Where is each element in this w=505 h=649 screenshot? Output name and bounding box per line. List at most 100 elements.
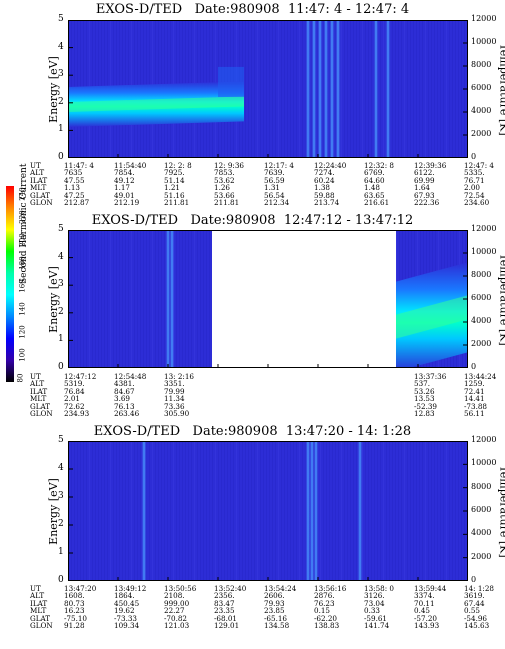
- orbit-cell: 14: 1:28: [464, 584, 494, 593]
- orbit-row: MLT 1.13 1.17 1.21 1.26 1.31 1.38 1.48 1.64 2.00: [30, 183, 490, 193]
- orbit-row-label: GLAT: [30, 613, 51, 623]
- chart-title: EXOS-D/TED Date:980908 13:47:20 - 14: 1:…: [93, 424, 412, 439]
- orbit-row: ALT 1608. 1864. 2108. 2356. 2606. 2876. 3126. 33…: [30, 591, 490, 601]
- orbit-row: GLON 212.87 212.19 211.81 211.81 212.34 213.74…: [30, 197, 490, 207]
- y2-tick-label: 6000: [471, 83, 492, 92]
- orbit-row-label: ALT: [30, 168, 45, 178]
- orbit-cell: 51.16: [164, 190, 185, 200]
- orbit-cell: 450.45: [114, 598, 140, 608]
- orbit-cell: 72.41: [464, 386, 485, 396]
- orbit-cell: 72.54: [464, 190, 485, 200]
- orbit-row: GLON 91.28 109.34 121.03 129.01 134.58 138.83 1…: [30, 620, 490, 630]
- orbit-cell: 0.15: [314, 606, 331, 616]
- y-tick-label: 4: [58, 251, 64, 262]
- orbit-cell: 56.11: [464, 408, 485, 418]
- orbit-row: ILAT 47.55 49.12 51.14 53.62 56.59 60.24 64.60 6…: [30, 175, 490, 185]
- spike-streak: [169, 230, 175, 368]
- y2-tick-label: 12000: [471, 435, 497, 444]
- y2-tick-label: 8000: [471, 60, 492, 69]
- orbit-cell: 80.73: [64, 598, 85, 608]
- orbit-row-label: GLON: [30, 620, 53, 630]
- orbit-cell: 216.61: [364, 197, 390, 207]
- orbit-cell: 7274.: [314, 168, 335, 178]
- spike-streak: [309, 441, 315, 581]
- orbit-cell: 12: 2: 8: [164, 161, 192, 170]
- orbit-cell: 3374.: [414, 591, 435, 601]
- orbit-cell: 2606.: [264, 591, 285, 601]
- orbit-row: GLON 234.93 263.46 305.90 12.83 56.11: [30, 408, 490, 418]
- y2-tick-label: 2000: [471, 339, 492, 348]
- orbit-cell: 13:52:40: [214, 584, 247, 593]
- spike-streak: [329, 20, 335, 158]
- orbit-cell: 13:44:24: [464, 372, 497, 381]
- orbit-cell: 2.00: [464, 183, 481, 193]
- spike-streak: [373, 20, 379, 158]
- orbit-cell: 1608.: [64, 591, 85, 601]
- y-tick-label: 3: [58, 491, 64, 501]
- orbit-cell: 22.27: [164, 606, 185, 616]
- orbit-cell: 12:32: 8: [364, 161, 394, 170]
- spike-streak: [305, 441, 311, 581]
- orbit-cell: 64.60: [364, 175, 385, 185]
- y2-tick-label: 0: [471, 152, 477, 161]
- y-tick-label: 0: [58, 152, 64, 162]
- y-tick-label: 5: [58, 224, 64, 234]
- orbit-row: ALT 5319. 4381. 3351. 537. 1259.: [30, 379, 490, 389]
- spike-streak: [313, 441, 319, 581]
- orbit-cell: 11:54:40: [114, 161, 147, 170]
- orbit-row: GLAT -75.10 -73.33 -70.82 -68.01 -65.16 -62.20…: [30, 613, 490, 623]
- orbit-cell: 13:58: 0: [364, 584, 394, 593]
- orbit-cell: -70.82: [164, 613, 188, 623]
- orbit-cell: -73.33: [114, 613, 138, 623]
- y2-tick-label: 8000: [471, 481, 492, 491]
- intensity-band-core: [68, 96, 244, 112]
- spectrogram-plot: [68, 230, 468, 368]
- orbit-row-label: GLON: [30, 197, 53, 207]
- orbit-cell: 1.13: [64, 183, 81, 193]
- y2-tick-label: 12000: [471, 14, 497, 23]
- orbit-cell: 7854.: [114, 168, 135, 178]
- orbit-params-table: UT 11:47: 4 11:54:40 12: 2: 8 12: 9:36 12:17:…: [30, 161, 494, 207]
- orbit-cell: 91.28: [64, 620, 85, 630]
- y-tick-label: 2: [58, 96, 64, 107]
- orbit-row: GLAT 47.25 49.01 51.16 53.66 56.54 59.88 63.65 6…: [30, 190, 490, 200]
- y2-tick-label: 12000: [471, 224, 497, 233]
- orbit-cell: 13:50:56: [164, 584, 197, 593]
- orbit-cell: 12: 9:36: [214, 161, 244, 170]
- orbit-cell: 76.13: [114, 401, 135, 411]
- orbit-cell: 129.01: [214, 620, 240, 630]
- orbit-cell: 5319.: [64, 379, 85, 389]
- orbit-cell: 1864.: [114, 591, 135, 601]
- orbit-cell: 0.55: [464, 606, 481, 616]
- orbit-cell: 7925.: [164, 168, 185, 178]
- y2-tick-label: 8000: [471, 270, 492, 279]
- orbit-cell: 141.74: [364, 620, 390, 630]
- orbit-cell: 212.19: [114, 197, 140, 207]
- y-tick-label: 1: [58, 124, 64, 135]
- y2-axis-label: Temperature [K]: [497, 43, 505, 136]
- orbit-cell: 73.04: [364, 598, 385, 608]
- orbit-cell: 143.93: [414, 620, 440, 630]
- y2-tick-label: 4000: [471, 316, 492, 325]
- spike-streak: [311, 20, 317, 158]
- orbit-cell: 83.47: [214, 598, 235, 608]
- orbit-row-label: ALT: [30, 379, 45, 389]
- orbit-cell: 211.81: [164, 197, 190, 207]
- orbit-cell: 1.17: [114, 183, 131, 193]
- orbit-cell: 70.11: [414, 598, 435, 608]
- y-tick-label: 2: [58, 519, 64, 529]
- orbit-params-table: UT 13:47:20 13:49:12 13:50:56 13:52:40 13:54:…: [30, 584, 494, 630]
- orbit-cell: 12:24:40: [314, 161, 347, 170]
- orbit-row-label: GLAT: [30, 190, 51, 200]
- orbit-cell: 13:54:24: [264, 584, 297, 593]
- y-tick-label: 5: [58, 14, 64, 24]
- orbit-cell: 3.69: [114, 394, 131, 404]
- orbit-row-label: MLT: [30, 394, 47, 404]
- chart-title: EXOS-D/TED Date:980908 11:47: 4 - 12:47:…: [95, 2, 410, 17]
- y-tick-label: 3: [58, 279, 64, 290]
- orbit-cell: 12:17: 4: [264, 161, 294, 170]
- orbit-cell: 76.71: [464, 175, 485, 185]
- orbit-cell: 2108.: [164, 591, 185, 601]
- orbit-cell: 6769.: [364, 168, 385, 178]
- y-axis-label: Energy [eV]: [46, 56, 60, 123]
